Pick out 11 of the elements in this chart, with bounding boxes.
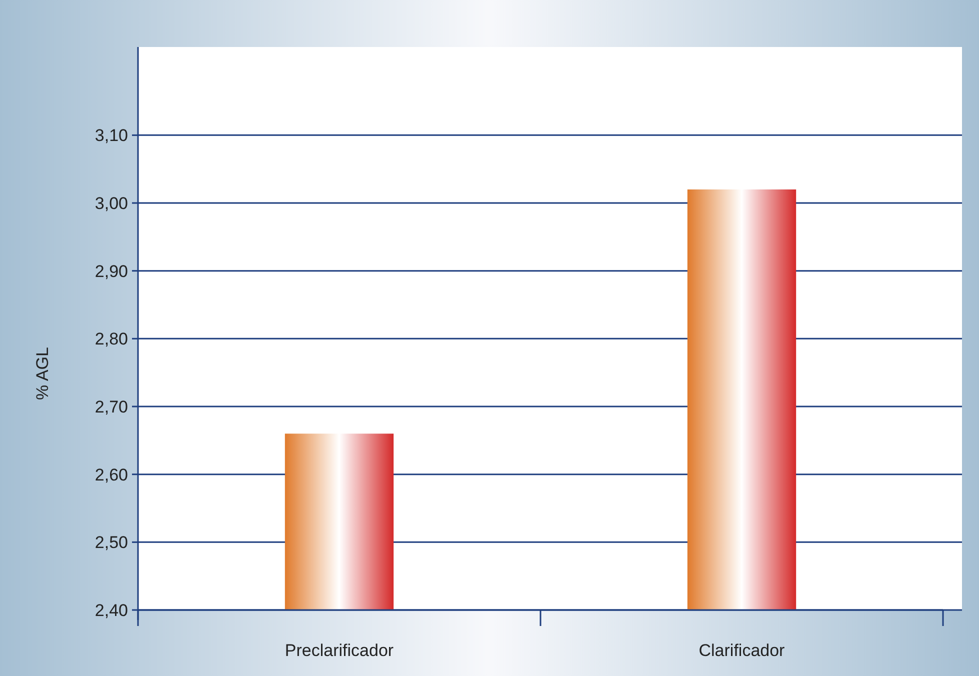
y-axis-title: % AGL <box>33 347 52 400</box>
y-tick-label: 2,60 <box>94 465 128 484</box>
y-tick-label: 2,40 <box>94 600 128 620</box>
y-tick-label: 2,80 <box>94 330 128 349</box>
y-tick-label: 3,10 <box>94 126 128 146</box>
y-tick-label: 2,70 <box>94 397 128 416</box>
y-tick-label: 3,00 <box>94 194 128 213</box>
x-tick-label: Clarificador <box>698 641 786 660</box>
x-tick-label: Preclarificador <box>284 641 394 660</box>
y-tick-label: 2,50 <box>94 533 128 552</box>
y-tick-label: 2,90 <box>94 262 128 281</box>
